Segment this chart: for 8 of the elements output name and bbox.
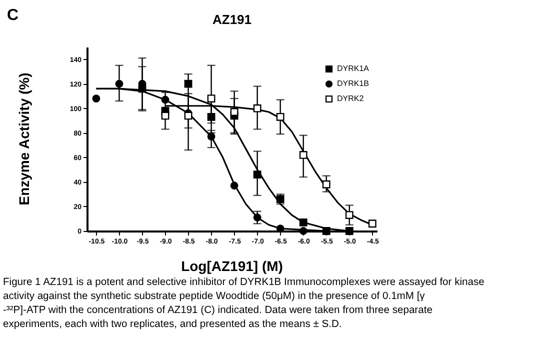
legend-label: DYRK1A [337,64,370,73]
x-axis-title: Log[AZ191] (M) [181,258,283,274]
y-axis-title: Enzyme Activity (%) [16,72,32,206]
chart-title: AZ191 [212,12,252,27]
caption: Figure 1 AZ191 is a potent and selective inhibitor of DYRK1B Immunocomplexes were assayed for kinase activity against the synthetic substrate peptide Woodtide (50μM) in the presence of 0.1mM [γ -³²P]-ATP with the concentrations of AZ191 (C) indicated. Data were taken from three separate experiments, each with two replicates, and presented as the means ± S.D. [3,277,485,330]
legend-label: DYRK2 [337,94,364,103]
text: C [7,7,19,24]
legend-label: DYRK1B [337,79,370,88]
